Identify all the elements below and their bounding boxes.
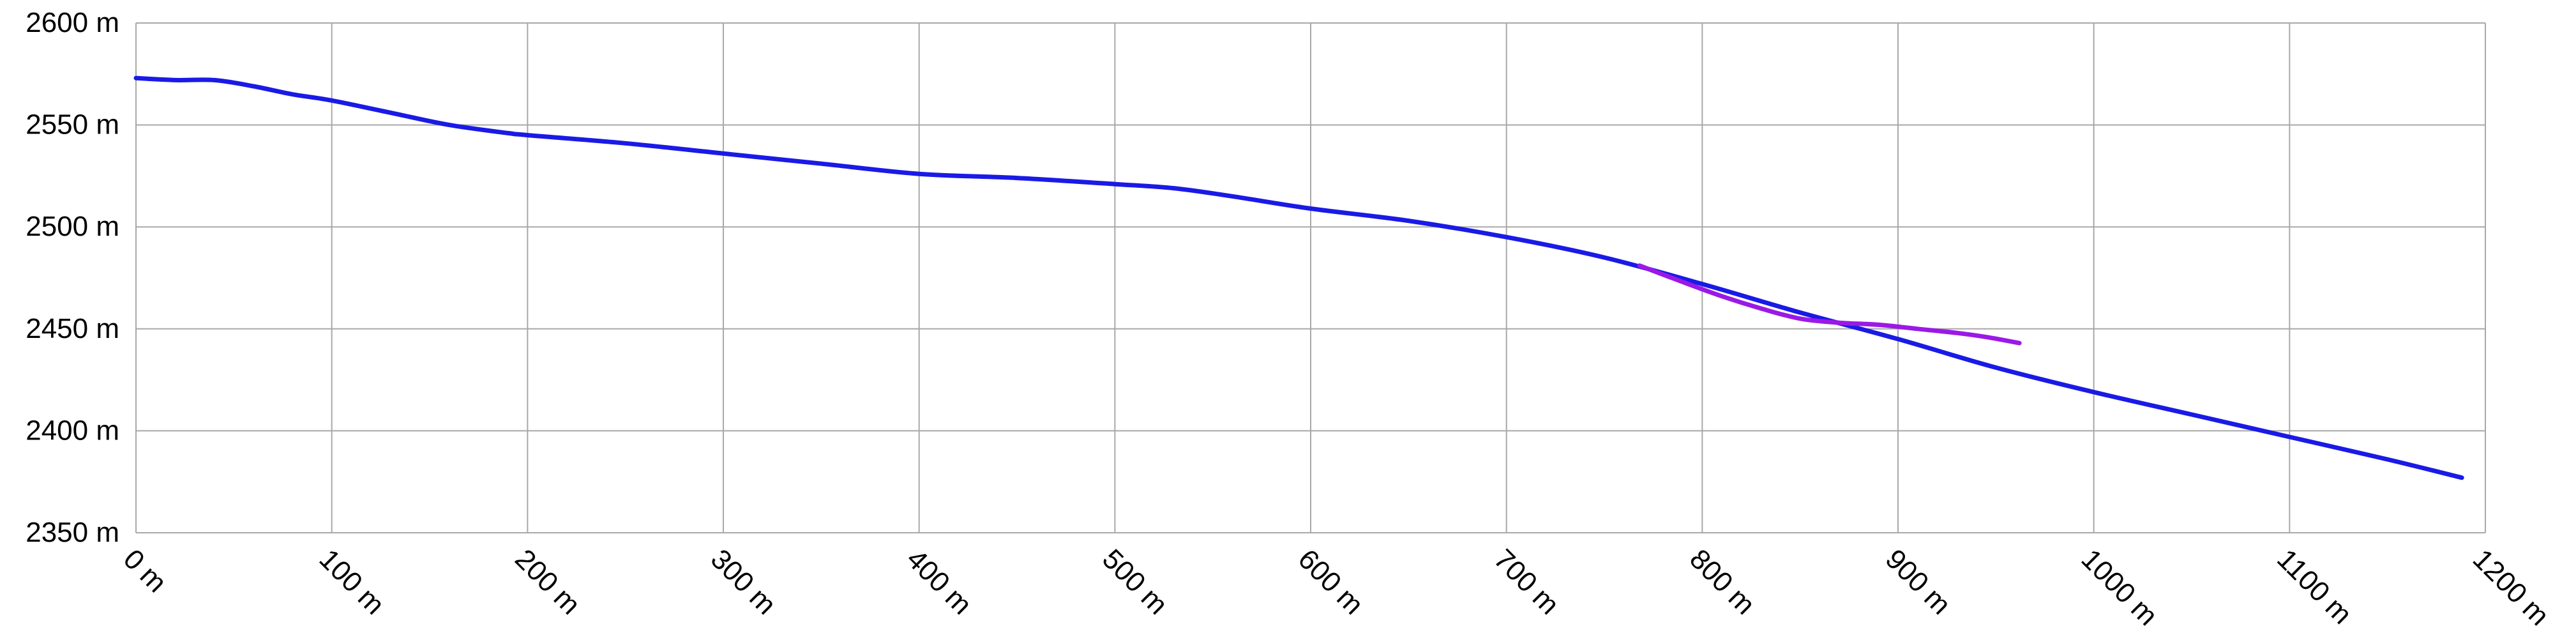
series-layer bbox=[133, 75, 2464, 480]
y-tick-label: 2550 m bbox=[26, 109, 119, 141]
y-tick-label: 2400 m bbox=[26, 415, 119, 446]
y-tick-label: 2500 m bbox=[26, 211, 119, 242]
x-tick-label: 500 m bbox=[1096, 543, 1173, 620]
x-tick-label: 400 m bbox=[901, 543, 978, 620]
x-tick-label: 700 m bbox=[1488, 543, 1565, 620]
x-tick-label: 0 m bbox=[117, 543, 173, 599]
series-line-1 bbox=[133, 75, 2464, 480]
x-tick-label: 1200 m bbox=[2467, 543, 2555, 631]
x-axis-tick-labels: 0 m 100 m 200 m 300 m 400 m 500 m 600 m 700 m 80… bbox=[117, 543, 2555, 631]
x-tick-label: 600 m bbox=[1292, 543, 1369, 620]
y-axis-tick-labels: 2600 m 2550 m 2500 m 2450 m 2400 m 2350 m bbox=[26, 7, 119, 548]
series-line-2 bbox=[1637, 263, 2022, 346]
x-tick-label: 800 m bbox=[1683, 543, 1761, 620]
x-tick-label: 100 m bbox=[313, 543, 391, 620]
x-tick-label: 300 m bbox=[705, 543, 782, 620]
y-tick-label: 2450 m bbox=[26, 313, 119, 344]
x-tick-label: 900 m bbox=[1879, 543, 1957, 620]
x-tick-label: 1000 m bbox=[2075, 543, 2164, 631]
y-tick-label: 2350 m bbox=[26, 517, 119, 548]
y-tick-label: 2600 m bbox=[26, 7, 119, 38]
grid bbox=[135, 22, 2486, 533]
x-tick-label: 1100 m bbox=[2271, 543, 2358, 630]
x-tick-label: 200 m bbox=[509, 543, 586, 620]
